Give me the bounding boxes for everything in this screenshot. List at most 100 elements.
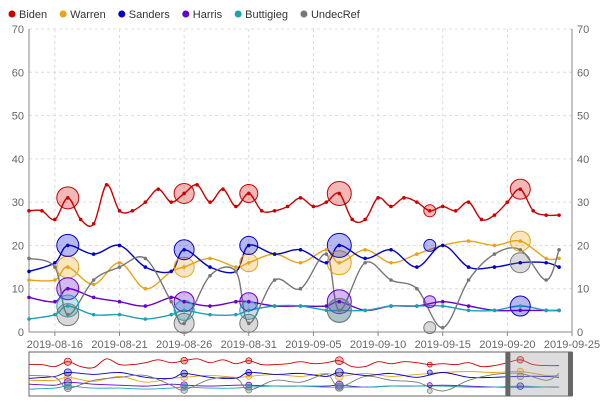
point-warren: [415, 252, 419, 256]
point-buttigieg: [182, 308, 186, 313]
series-lines: [28, 183, 560, 329]
point-biden: [402, 196, 406, 200]
point-biden: [259, 209, 264, 213]
point-undecref: [298, 286, 303, 291]
point-biden: [505, 200, 510, 204]
point-undecref: [389, 278, 393, 282]
point-sanders: [440, 243, 445, 248]
point-biden: [221, 187, 225, 191]
point-warren: [492, 243, 497, 248]
point-buttigieg: [234, 312, 238, 317]
point-undecref: [53, 265, 57, 269]
point-buttigieg: [324, 308, 329, 313]
legend-label-harris: Harris: [193, 9, 223, 21]
y-tick-label-right: 30: [577, 197, 589, 209]
point-warren: [182, 265, 186, 269]
navigator-bubble-sanders: [245, 369, 253, 376]
point-biden: [27, 209, 31, 213]
point-undecref: [337, 308, 342, 313]
legend-item-biden: Biden: [8, 9, 47, 21]
point-undecref: [557, 247, 561, 252]
point-undecref: [324, 252, 329, 256]
navigator-line-sanders: [28, 371, 560, 380]
point-undecref: [544, 278, 548, 282]
point-undecref: [65, 312, 70, 317]
point-undecref: [208, 273, 212, 278]
point-biden: [298, 196, 303, 200]
y-tick-label-left: 20: [12, 240, 24, 252]
point-undecref: [492, 252, 497, 256]
navigator-bubble-undecref: [426, 388, 433, 394]
point-biden: [40, 209, 44, 213]
point-undecref: [117, 265, 122, 269]
point-biden: [376, 196, 380, 200]
point-biden: [337, 191, 342, 196]
point-sanders: [208, 265, 212, 269]
y-tick-label-left: 60: [12, 67, 24, 79]
navigator-bubble-biden: [63, 357, 72, 366]
point-harris: [91, 295, 96, 300]
x-tick-label: 2019-09-15: [415, 339, 471, 351]
point-biden: [156, 187, 161, 191]
point-warren: [389, 260, 393, 265]
navigator-bubble-buttigieg: [63, 382, 72, 391]
point-harris: [117, 299, 122, 304]
point-warren: [337, 260, 342, 265]
point-buttigieg: [53, 312, 57, 317]
legend-label-warren: Warren: [70, 9, 106, 21]
y-tick-label-left: 30: [12, 197, 24, 209]
point-sanders: [324, 260, 329, 265]
series-line-undecref: [28, 247, 560, 329]
point-harris: [182, 299, 186, 304]
point-harris: [65, 286, 70, 291]
navigator-bubble-sanders: [180, 369, 188, 378]
point-buttigieg: [27, 317, 31, 321]
point-biden: [324, 200, 329, 204]
navigator-handle-left[interactable]: [505, 352, 511, 396]
point-harris: [53, 299, 57, 304]
point-buttigieg: [518, 304, 523, 308]
x-tick-label: 2019-08-21: [91, 339, 147, 351]
point-harris: [234, 299, 238, 304]
point-buttigieg: [557, 308, 561, 313]
navigator-bubble-undecref: [334, 382, 344, 392]
point-warren: [91, 282, 96, 287]
point-undecref: [363, 260, 367, 265]
point-biden: [492, 213, 497, 217]
point-sanders: [557, 265, 561, 269]
legend-item-sanders: Sanders: [118, 9, 170, 21]
x-tick-label: 2019-09-20: [479, 339, 535, 351]
axes: 0 0 10 10 20 20 30 30 40 40 50 50 60 60 70 70 2019-08-16…: [12, 24, 600, 351]
legend-marker-undecref: [300, 10, 308, 18]
point-biden: [104, 183, 109, 187]
navigator-line-biden: [28, 358, 560, 369]
point-warren: [117, 260, 122, 265]
navigator-bubble-undecref: [63, 384, 72, 393]
navigator-handle-right[interactable]: [568, 352, 573, 396]
point-biden: [427, 209, 432, 213]
navigator-bubble-sanders: [334, 368, 344, 377]
point-buttigieg: [415, 304, 419, 308]
legend: Biden Warren Sanders Harris Buttigieg UndecRe…: [8, 9, 361, 21]
point-warren: [27, 278, 31, 282]
point-undecref: [440, 325, 445, 330]
point-biden: [557, 213, 561, 217]
y-tick-label-left: 0: [18, 327, 24, 339]
point-biden: [208, 200, 212, 204]
point-sanders: [389, 247, 393, 252]
point-warren: [298, 260, 303, 265]
point-sanders: [143, 265, 148, 269]
series-line-warren: [28, 239, 560, 290]
point-sanders: [363, 256, 367, 261]
series-line-harris: [28, 287, 560, 312]
navigator-bubble-biden: [180, 357, 188, 365]
range-navigator[interactable]: [28, 351, 573, 397]
point-sanders: [91, 252, 96, 256]
point-harris: [518, 308, 523, 313]
point-biden: [65, 196, 70, 200]
point-undecref: [143, 256, 148, 261]
point-harris: [143, 304, 148, 308]
legend-label-sanders: Sanders: [129, 9, 170, 21]
navigator-bubble-harris: [245, 381, 253, 389]
